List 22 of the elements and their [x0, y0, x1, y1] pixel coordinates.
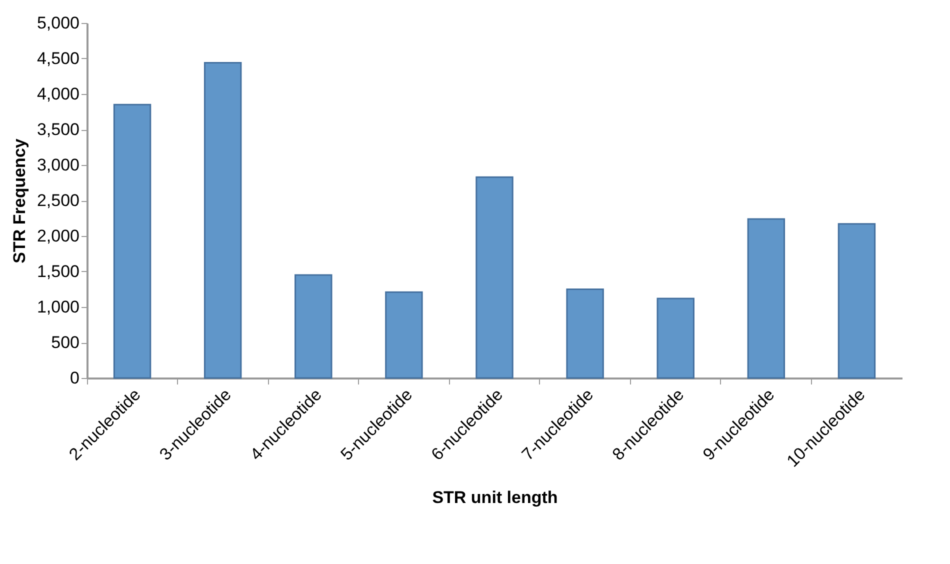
bar	[294, 274, 332, 379]
bar	[656, 298, 694, 379]
bar	[204, 62, 242, 379]
x-axis-title: STR unit length	[432, 488, 558, 507]
y-tick-label: 2,500	[36, 191, 80, 210]
y-tick-label: 0	[70, 368, 80, 388]
y-axis-title: STR Frequency	[10, 138, 29, 264]
y-tick-label: 4,500	[36, 49, 80, 68]
y-tick-label: 4,000	[36, 84, 80, 104]
y-tick-label: 5,000	[36, 14, 80, 32]
bar	[566, 288, 604, 379]
bar	[838, 223, 876, 379]
bar	[476, 176, 514, 379]
bar	[747, 218, 786, 379]
y-tick-label: 3,500	[36, 120, 80, 139]
y-tick-label: 500	[51, 333, 80, 352]
bar	[113, 104, 152, 379]
y-tick-label: 3,000	[36, 156, 80, 174]
y-tick-label: 1,500	[36, 262, 80, 281]
y-tick-label: 1,000	[36, 298, 80, 316]
y-tick-label: 2,000	[36, 226, 80, 246]
bar	[385, 291, 423, 379]
